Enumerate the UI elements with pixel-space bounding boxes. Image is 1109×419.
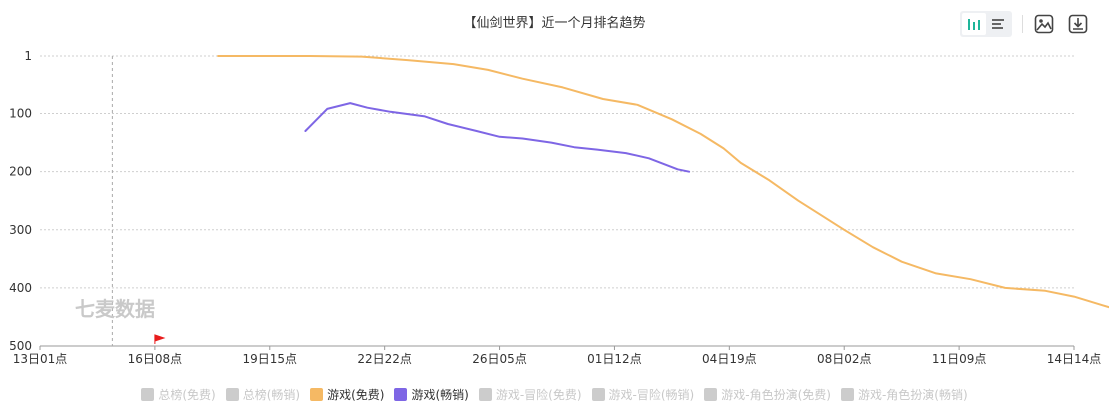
legend-item[interactable]: 总榜(畅销) (225, 386, 301, 403)
legend-label: 游戏(畅销) (411, 388, 469, 402)
legend-swatch (478, 388, 492, 401)
x-tick-label: 16日08点 (128, 352, 183, 366)
list-icon[interactable] (986, 13, 1010, 35)
chart-legend: 总榜(免费) 总榜(畅销) 游戏(免费) 游戏(畅销) 游戏-冒险(免费) 游戏-冒险(畅… (0, 386, 1109, 403)
series-line-0 (217, 55, 1109, 309)
legend-label: 游戏-角色扮演(免费) (721, 388, 831, 402)
y-tick-label: 400 (9, 281, 32, 295)
x-tick-label: 13日01点 (13, 352, 68, 366)
flag-icon (154, 334, 166, 344)
watermark: 七麦数据 (75, 297, 155, 321)
bar-chart-icon[interactable] (962, 13, 986, 35)
legend-item[interactable]: 游戏-冒险(免费) (478, 386, 582, 403)
y-tick-label: 1 (24, 49, 32, 63)
x-tick-label: 04日19点 (702, 352, 757, 366)
view-toggle (960, 11, 1012, 37)
legend-label: 游戏-冒险(畅销) (608, 388, 695, 402)
legend-label: 游戏-角色扮演(畅销) (857, 388, 968, 402)
legend-swatch (141, 388, 155, 401)
legend-swatch (310, 388, 324, 401)
download-icon[interactable] (1067, 13, 1089, 35)
x-tick-label: 14日14点 (1047, 352, 1102, 366)
legend-item[interactable]: 游戏-角色扮演(畅销) (840, 386, 968, 403)
y-tick-label: 500 (9, 339, 32, 353)
legend-swatch (704, 388, 718, 401)
legend-swatch (394, 388, 408, 401)
legend-swatch (225, 388, 239, 401)
chart-title: 【仙剑世界】近一个月排名趋势 (463, 16, 646, 31)
y-tick-label: 200 (9, 165, 32, 179)
x-tick-label: 22日22点 (357, 352, 412, 366)
chart-toolbar (960, 10, 1101, 38)
x-tick-label: 01日12点 (587, 352, 642, 366)
legend-label: 游戏-冒险(免费) (495, 388, 582, 402)
legend-label: 总榜(免费) (158, 388, 216, 402)
y-tick-label: 100 (9, 107, 32, 121)
x-tick-label: 11日09点 (932, 352, 987, 366)
x-tick-label: 26日05点 (472, 352, 527, 366)
x-tick-label: 19日15点 (243, 352, 298, 366)
legend-item[interactable]: 游戏-角色扮演(免费) (704, 386, 831, 403)
legend-item[interactable]: 总榜(免费) (141, 386, 216, 403)
legend-item[interactable]: 游戏(免费) (310, 386, 384, 403)
toolbar-divider (1022, 15, 1023, 33)
legend-swatch (840, 388, 854, 401)
x-tick-label: 08日02点 (817, 352, 872, 366)
legend-label: 总榜(畅销) (242, 388, 301, 402)
save-image-icon[interactable] (1033, 13, 1055, 35)
series-line-1 (304, 102, 691, 173)
y-tick-label: 300 (9, 223, 32, 237)
legend-item[interactable]: 游戏(畅销) (394, 386, 469, 403)
legend-swatch (591, 388, 605, 401)
legend-item[interactable]: 游戏-冒险(畅销) (591, 386, 695, 403)
legend-label: 游戏(免费) (327, 388, 385, 402)
